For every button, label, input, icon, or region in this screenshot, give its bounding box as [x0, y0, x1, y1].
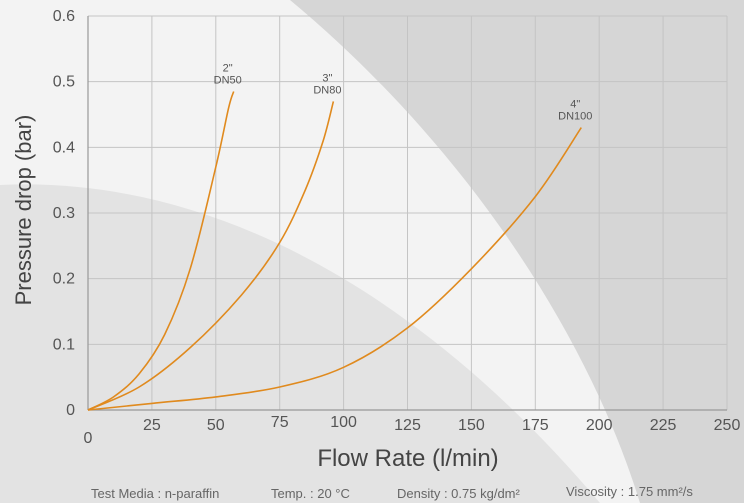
axes — [87, 16, 727, 411]
grid — [88, 15, 728, 410]
y-tick-label: 0.3 — [53, 205, 75, 222]
x-tick-labels: 0 25 50 75 100 125 150 175 200 225 250 — [84, 414, 741, 447]
x-tick-label: 0 — [84, 430, 93, 447]
x-tick-label: 225 — [650, 417, 677, 434]
series-label-1: DN50 — [214, 75, 242, 87]
series-labels: 2"DN50 3"DN80 4"DN100 — [214, 63, 593, 123]
background-swoosh-dark — [290, 0, 744, 503]
y-tick-label: 0.2 — [53, 271, 75, 288]
series-label-1: 2" — [223, 63, 233, 75]
x-tick-label: 175 — [522, 417, 549, 434]
background-swoosh-light — [0, 184, 600, 503]
x-tick-label: 150 — [458, 417, 485, 434]
series-label-2: 3" — [322, 72, 332, 84]
x-tick-label: 25 — [143, 417, 161, 434]
footer-temp: Temp. : 20 °C — [271, 486, 350, 501]
y-tick-label: 0.4 — [53, 139, 75, 156]
y-axis-title: Pressure drop (bar) — [11, 115, 36, 306]
y-tick-label: 0.6 — [53, 8, 75, 25]
footer: Test Media : n-paraffin Temp. : 20 °C De… — [91, 484, 693, 501]
series-label-3: 4" — [570, 99, 580, 111]
footer-viscosity: Viscosity : 1.75 mm²/s — [566, 484, 693, 499]
y-tick-label: 0.1 — [53, 336, 75, 353]
series-label-3: DN100 — [558, 111, 592, 123]
x-tick-label: 125 — [394, 417, 421, 434]
y-tick-labels: 0 0.1 0.2 0.3 0.4 0.5 0.6 — [53, 8, 75, 419]
x-tick-label: 100 — [330, 414, 357, 431]
series-line-2 — [87, 101, 335, 411]
x-axis-title: Flow Rate (l/min) — [317, 445, 498, 472]
series-group — [87, 91, 582, 411]
footer-test-media: Test Media : n-paraffin — [91, 486, 219, 501]
series-line-3 — [87, 127, 582, 411]
series-line-1 — [87, 91, 235, 411]
x-tick-label: 50 — [207, 417, 225, 434]
x-tick-label: 200 — [586, 417, 613, 434]
y-tick-label: 0.5 — [53, 74, 75, 91]
x-tick-label: 250 — [714, 417, 741, 434]
y-tick-label: 0 — [66, 402, 75, 419]
series-label-2: DN80 — [313, 84, 341, 96]
x-tick-label: 75 — [271, 414, 289, 431]
footer-density: Density : 0.75 kg/dm² — [397, 486, 520, 501]
